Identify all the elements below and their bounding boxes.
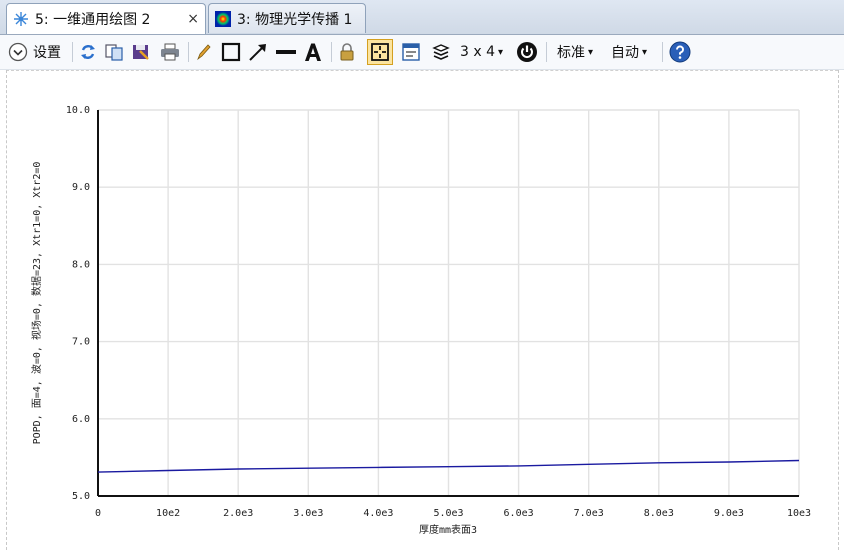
toolbar-separator [188,42,189,62]
series-lines [97,459,800,473]
x-tick-label: 5.0e3 [433,508,463,519]
x-tick-label: 10e3 [787,508,811,519]
x-tick-label: 2.0e3 [223,508,253,519]
tab-label: 3: 物理光学传播 1 [237,11,353,28]
copy-button[interactable] [103,40,125,64]
chevron-down-icon: ▾ [588,46,594,58]
y-axis-label: POPD, 面=4, 波=0, 视场=0, 数据=23, Xtr1=0, Xtr… [30,162,43,445]
line-icon [276,50,296,54]
save-button[interactable] [130,40,152,64]
x-axis-label: 厚度mm表面3 [419,523,477,536]
y-tick-label: 5.0 [72,491,90,502]
toolbar-separator [662,42,663,62]
x-tick-label: 3.0e3 [293,508,323,519]
layers-button[interactable] [431,40,451,64]
auto-label: 自动 [611,45,639,61]
help-icon [669,41,691,63]
save-icon [133,45,149,60]
close-icon[interactable]: × [187,11,199,27]
copy-icon [105,44,123,61]
print-button[interactable] [158,40,182,64]
x-tick-label: 9.0e3 [714,508,744,519]
text-button[interactable] [302,40,324,64]
lock-button[interactable] [338,40,356,64]
layout-dropdown[interactable]: 3 x 4 ▾ [460,40,503,64]
toolbar-separator [331,42,332,62]
arrow-icon [249,44,266,61]
settings-label: 设置 [33,45,61,61]
beam-icon [215,10,231,27]
x-tick-label: 4.0e3 [363,508,393,519]
settings-button[interactable]: 设置 [8,40,61,64]
chevron-down-circle-icon [8,42,28,62]
lock-icon [340,43,354,61]
pencil-icon [197,44,211,61]
toolbar: 设置 [0,35,844,70]
x-tick-labels: 0 10e2 2.0e3 3.0e3 4.0e3 5.0e3 6.0e3 7.0e3 8.0e3… [95,508,811,519]
printer-icon [161,43,179,61]
x-tick-label: 8.0e3 [644,508,674,519]
y-tick-label: 8.0 [72,259,90,270]
y-tick-label: 9.0 [72,182,90,193]
plot-icon [14,12,28,26]
plot-window-border [6,70,7,550]
tab-pop[interactable]: 3: 物理光学传播 1 [208,3,366,33]
power-icon [517,42,537,62]
x-tick-label: 7.0e3 [574,508,604,519]
tab-1d-plot[interactable]: 5: 一维通用绘图 2 × [6,3,206,34]
rectangle-icon [221,42,241,62]
toolbar-separator [546,42,547,62]
cursor-mode-button[interactable] [367,39,393,65]
standard-dropdown[interactable]: 标准 ▾ [557,40,593,64]
line-button[interactable] [274,40,298,64]
text-a-icon [305,43,321,61]
layout-label: 3 x 4 [460,44,495,60]
layers-icon [432,44,450,60]
crosshair-grid-icon [371,43,389,61]
x-tick-label: 0 [95,508,101,519]
tab-bar: 5: 一维通用绘图 2 × 3: 物理光学传播 1 [0,0,844,35]
arrow-button[interactable] [247,40,269,64]
plot-window-border [6,70,838,71]
y-tick-label: 6.0 [72,414,90,425]
refresh-button[interactable] [78,40,98,64]
tab-label: 5: 一维通用绘图 2 [35,12,151,28]
chevron-down-icon: ▾ [498,46,504,58]
x-tick-label: 10e2 [156,508,180,519]
help-button[interactable] [668,40,692,64]
standard-label: 标准 [557,45,585,61]
rectangle-button[interactable] [220,40,242,64]
toolbar-separator [72,42,73,62]
x-tick-label: 6.0e3 [504,508,534,519]
series-line-1 [97,459,800,473]
y-tick-label: 10.0 [66,105,90,116]
y-tick-labels: 5.0 6.0 7.0 8.0 9.0 10.0 [66,105,90,502]
refresh-icon [81,45,95,59]
window-icon [402,43,420,61]
window-button[interactable] [400,40,422,64]
chevron-down-icon: ▾ [642,46,648,58]
auto-dropdown[interactable]: 自动 ▾ [611,40,647,64]
grid-lines [97,109,800,497]
plot-window-border [838,70,839,550]
pencil-button[interactable] [194,40,212,64]
power-button[interactable] [515,40,539,64]
y-tick-label: 7.0 [72,337,90,348]
